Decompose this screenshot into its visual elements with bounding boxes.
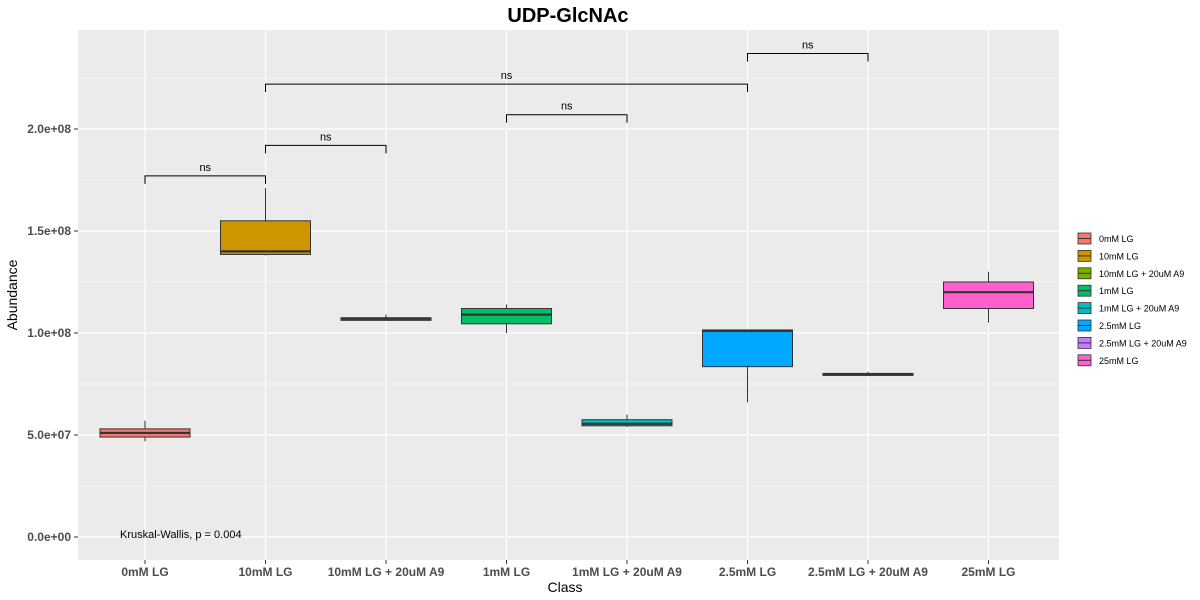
bracket-label: ns [501, 70, 513, 82]
y-axis-title: Abundance [4, 259, 20, 330]
bracket-line [747, 53, 869, 62]
legend-item: 25mM LG [1077, 354, 1139, 367]
x-tick-label: 1mM LG [483, 565, 530, 579]
y-tick-label: 1.0e+08 [27, 326, 71, 340]
x-tick-label: 1mM LG + 20uM A9 [572, 565, 682, 579]
legend-item: 2.5mM LG + 20uM A9 [1077, 336, 1187, 349]
bracket-label: ns [802, 40, 814, 52]
box-0mm-lg [99, 420, 191, 442]
x-tick-label: 10mM LG [238, 565, 292, 579]
box-body [220, 220, 311, 255]
test-annotation: Kruskal-Wallis, p = 0.004 [120, 529, 242, 541]
box-body [461, 308, 552, 325]
comparison-bracket: ns [265, 70, 748, 93]
legend-label: 25mM LG [1099, 356, 1139, 366]
bracket-line [265, 83, 748, 93]
legend-item: 10mM LG [1077, 249, 1139, 262]
comparison-bracket: ns [265, 131, 387, 154]
legend-label: 10mM LG + 20uM A9 [1099, 269, 1184, 279]
box-2-5mm-lg [702, 329, 793, 403]
bracket-line [265, 144, 387, 154]
bracket-label: ns [561, 101, 573, 113]
legend-label: 0mM LG [1099, 234, 1134, 244]
legend-item: 2.5mM LG [1077, 319, 1141, 332]
bracket-line [144, 175, 266, 184]
x-tick-label: 10mM LG + 20uM A9 [328, 565, 445, 579]
chart-title: UDP-GlcNAc [507, 5, 628, 27]
legend-item: 0mM LG [1077, 232, 1134, 245]
box-body [943, 281, 1034, 310]
plot-panel [78, 30, 1059, 560]
box-1mm-lg [461, 304, 552, 333]
x-tick-label: 2.5mM LG + 20uM A9 [808, 565, 928, 579]
box-10mm-lg-20um-a9 [340, 314, 432, 321]
box-25mm-lg [943, 271, 1034, 323]
legend-item: 1mM LG + 20uM A9 [1077, 302, 1179, 315]
comparison-bracket: ns [747, 40, 869, 62]
y-tick-label: 0.0e+00 [27, 530, 71, 544]
y-tick-label: 1.5e+08 [27, 224, 71, 238]
legend-label: 1mM LG [1099, 286, 1134, 296]
box-body [702, 329, 793, 368]
comparison-bracket: ns [506, 101, 628, 123]
bracket-line [506, 114, 628, 123]
box-2-5mm-lg-20um-a9 [822, 371, 914, 376]
legend-label: 2.5mM LG [1099, 321, 1141, 331]
legend-label: 2.5mM LG + 20uM A9 [1099, 338, 1187, 348]
x-tick-label: 25mM LG [961, 565, 1015, 579]
y-tick-label: 2.0e+08 [27, 122, 71, 136]
y-tick-label: 5.0e+07 [27, 428, 71, 442]
x-axis: 0mM LG 10mM LG 10mM LG + 20uM A9 1mM LG 1mM … [121, 560, 1016, 579]
legend-label: 10mM LG [1099, 251, 1139, 261]
legend-item: 10mM LG + 20uM A9 [1077, 267, 1184, 280]
comparison-bracket: ns [144, 162, 266, 184]
legend: 0mM LG 10mM LG 10mM LG + 20uM A9 1mM LG 1mM … [1077, 232, 1187, 367]
box-1mm-lg-20um-a9 [581, 414, 673, 427]
x-axis-title: Class [547, 579, 582, 595]
box-series [99, 188, 1034, 442]
bracket-label: ns [199, 162, 211, 174]
box-10mm-lg [220, 188, 311, 256]
x-tick-label: 0mM LG [121, 565, 168, 579]
gridlines [78, 30, 1059, 560]
legend-label: 1mM LG + 20uM A9 [1099, 304, 1179, 314]
x-tick-label: 2.5mM LG [719, 565, 776, 579]
y-axis: 0.0e+00 5.0e+07 1.0e+08 1.5e+08 2.0e+08 [27, 122, 78, 544]
legend-item: 1mM LG [1077, 284, 1134, 297]
bracket-label: ns [320, 131, 332, 143]
comparison-brackets: ns ns ns ns ns [144, 40, 869, 184]
